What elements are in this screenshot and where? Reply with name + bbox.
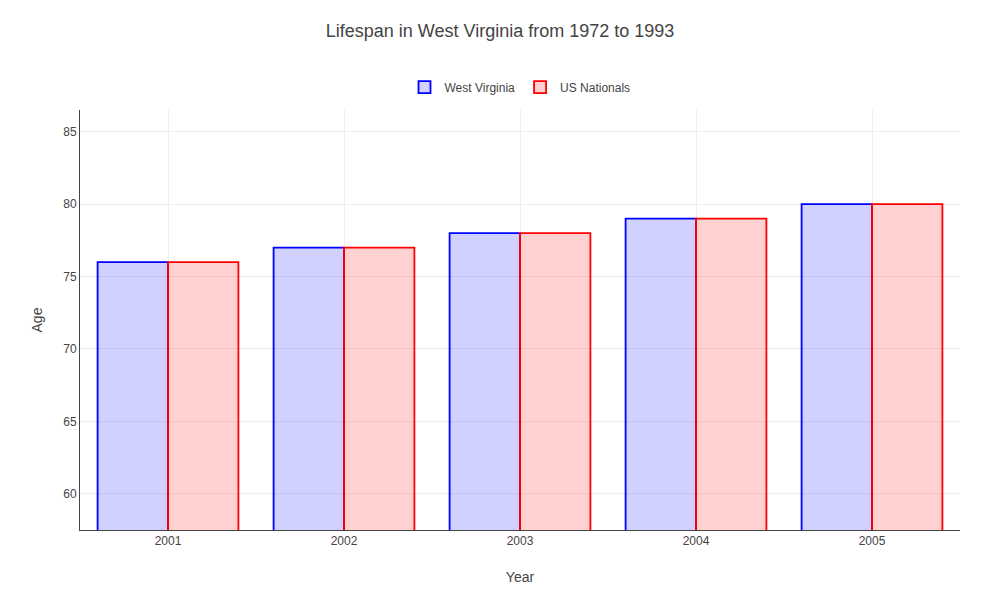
svg-text:2004: 2004 (683, 534, 710, 548)
svg-text:80: 80 (63, 197, 77, 211)
svg-text:2001: 2001 (155, 534, 182, 548)
svg-text:70: 70 (63, 342, 77, 356)
svg-text:85: 85 (63, 125, 77, 139)
svg-text:2003: 2003 (507, 534, 534, 548)
svg-text:Age: Age (29, 307, 45, 332)
svg-text:75: 75 (63, 270, 77, 284)
svg-text:65: 65 (63, 415, 77, 429)
svg-text:2002: 2002 (331, 534, 358, 548)
svg-text:60: 60 (63, 487, 77, 501)
svg-text:West Virginia: West Virginia (445, 81, 516, 95)
svg-text:Year: Year (506, 569, 535, 585)
svg-text:Lifespan in West Virginia from: Lifespan in West Virginia from 1972 to 1… (326, 21, 675, 41)
svg-text:US Nationals: US Nationals (560, 81, 630, 95)
svg-text:2005: 2005 (859, 534, 886, 548)
